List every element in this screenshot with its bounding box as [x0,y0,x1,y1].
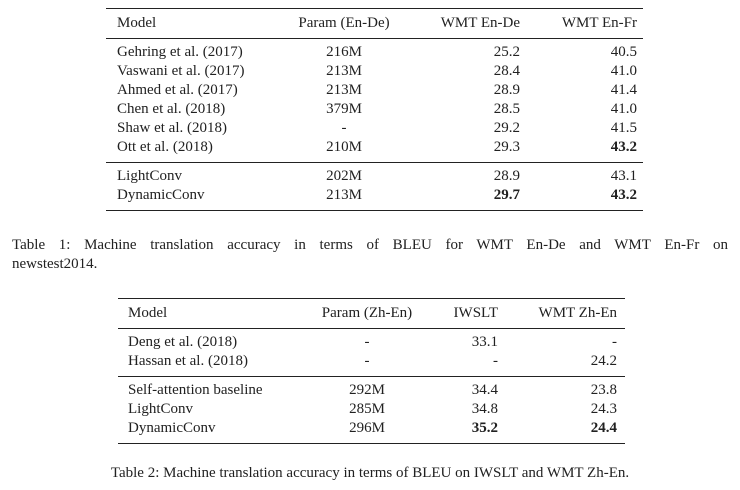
table-cell: Chen et al. (2018) [117,101,226,117]
column-header: Param (Zh-En) [303,298,431,329]
table-row: Self-attention baseline 292M 34.4 23.8 [118,377,625,401]
table-cell: 41.0 [610,63,637,79]
table-cell: 24.2 [590,353,617,369]
table-row: DynamicConv 213M 29.7 43.2 [106,186,643,211]
column-header: WMT En-De [414,8,526,39]
table-row: Hassan et al. (2018) - - 24.2 [118,352,625,377]
table-cell: DynamicConv [117,187,205,203]
table-row: Deng et al. (2018) - 33.1 - [118,329,625,353]
caption-line: newstest2014. [12,256,98,272]
table-cell: 213M [326,187,362,203]
table-cell: 210M [326,139,362,155]
header-row: Model Param (En-De) WMT En-De WMT En-Fr [106,8,643,39]
table-cell: 34.8 [471,401,498,417]
table-cell: 40.5 [610,44,637,60]
table-cell: Shaw et al. (2018) [117,120,227,136]
header-row: Model Param (Zh-En) IWSLT WMT Zh-En [118,298,625,329]
table-cell: 43.1 [610,168,637,184]
table-1-grid: Model Param (En-De) WMT En-De WMT En-Fr Gehr… [106,8,643,211]
table-cell: 43.2 [610,187,637,203]
table-cell: 24.4 [590,420,617,436]
table-cell: Self-attention baseline [128,382,263,398]
table-cell: Vaswani et al. (2017) [117,63,245,79]
table-cell: LightConv [128,401,194,417]
table-row: Ott et al. (2018) 210M 29.3 43.2 [106,138,643,163]
table-cell: 213M [326,63,362,79]
table-cell: 379M [326,101,362,117]
column-header: Model [118,298,303,329]
table-cell: 216M [326,44,362,60]
table-cell: 29.7 [493,187,520,203]
table-cell: 213M [326,82,362,98]
table-row: DynamicConv 296M 35.2 24.4 [118,419,625,444]
table-cell: 43.2 [610,139,637,155]
table-cell: 33.1 [471,334,498,350]
table-cell: LightConv [117,168,183,184]
table-cell: DynamicConv [128,420,216,436]
column-header: WMT En-Fr [526,8,643,39]
table-2-grid: Model Param (Zh-En) IWSLT WMT Zh-En Deng et … [118,298,625,444]
table-1-caption: Table 1: Machine translation accuracy in… [12,236,728,274]
caption-line: Table 1: Machine translation accuracy in… [12,237,728,253]
table-cell: 24.3 [590,401,617,417]
table-cell: - [341,120,347,136]
row-group: LightConv 202M 28.9 43.1 DynamicConv 213M 29.7… [106,162,643,211]
table-cell: Ott et al. (2018) [117,139,213,155]
table-cell: 29.3 [493,139,520,155]
table-cell: 28.9 [493,82,520,98]
table-row: LightConv 202M 28.9 43.1 [106,163,643,187]
table-cell: Ahmed et al. (2017) [117,82,238,98]
table-row: Ahmed et al. (2017) 213M 28.9 41.4 [106,81,643,100]
table-cell: 23.8 [590,382,617,398]
table-cell: 285M [349,401,385,417]
column-header: WMT Zh-En [503,298,625,329]
table-cell: 41.4 [610,82,637,98]
table-cell: 35.2 [471,420,498,436]
table-2-caption: Table 2: Machine translation accuracy in… [0,464,740,483]
caption-line: Table 2: Machine translation accuracy in… [110,465,630,481]
table-cell: 28.5 [493,101,520,117]
table-cell: - [612,334,617,350]
table-cell: 29.2 [493,120,520,136]
table-row: LightConv 285M 34.8 24.3 [118,400,625,419]
table-cell: 25.2 [493,44,520,60]
table-cell: 41.0 [610,101,637,117]
row-group: Gehring et al. (2017) 216M 25.2 40.5 Vaswani… [106,39,643,163]
table-cell: Deng et al. (2018) [128,334,238,350]
table-cell: Gehring et al. (2017) [117,44,243,60]
table-cell: 28.4 [493,63,520,79]
column-header: Model [106,8,274,39]
row-group: Self-attention baseline 292M 34.4 23.8 Light… [118,376,625,444]
column-header: IWSLT [431,298,503,329]
table-cell: Hassan et al. (2018) [128,353,248,369]
table-1: Model Param (En-De) WMT En-De WMT En-Fr Gehr… [106,8,643,211]
row-group: Deng et al. (2018) -33.1- Hassan et al. (2… [118,329,625,377]
table-row: Shaw et al. (2018) - 29.2 41.5 [106,119,643,138]
table-cell: 34.4 [471,382,498,398]
table-cell: 202M [326,168,362,184]
table-row: Chen et al. (2018) 379M 28.5 41.0 [106,100,643,119]
table-cell: 292M [349,382,385,398]
table-2: Model Param (Zh-En) IWSLT WMT Zh-En Deng et … [118,298,625,444]
table-cell: 296M [349,420,385,436]
table-cell: 41.5 [610,120,637,136]
table-row: Vaswani et al. (2017) 213M 28.4 41.0 [106,62,643,81]
table-cell: - [493,353,498,369]
column-header: Param (En-De) [274,8,414,39]
table-cell: - [364,353,370,369]
table-cell: 28.9 [493,168,520,184]
table-cell: - [364,334,370,350]
table-row: Gehring et al. (2017) 216M 25.2 40.5 [106,39,643,63]
